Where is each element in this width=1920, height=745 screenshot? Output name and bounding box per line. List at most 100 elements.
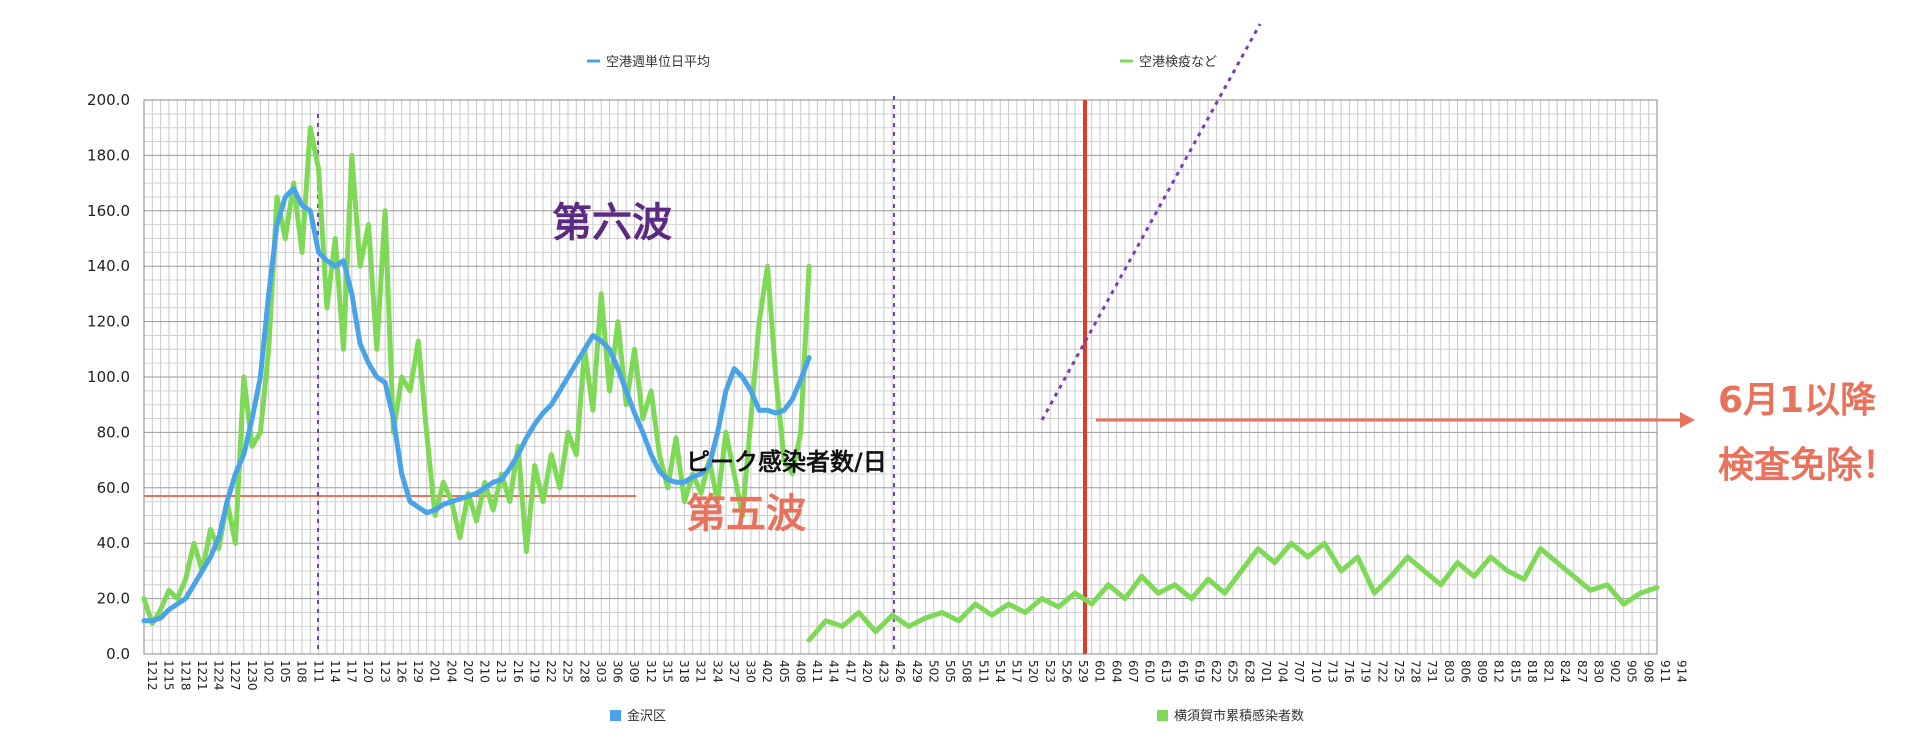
x-tick-label: 321 [694, 660, 708, 683]
legend-bottom-green-label: 横須賀市累積感染者数 [1174, 708, 1304, 724]
x-tick-label: 704 [1276, 660, 1290, 683]
x-tick-label: 511 [976, 660, 990, 683]
legend-bottom-green-swatch [1157, 710, 1168, 721]
x-tick-label: 722 [1375, 660, 1389, 683]
x-tick-label: 505 [943, 660, 957, 683]
y-tick-label: 0.0 [106, 645, 130, 663]
x-tick-label: 402 [760, 660, 774, 683]
y-tick-label: 20.0 [97, 590, 130, 608]
y-tick-label: 120.0 [87, 313, 130, 331]
x-tick-label: 423 [877, 660, 891, 683]
x-tick-label: 815 [1508, 660, 1522, 683]
x-tick-label: 228 [577, 660, 591, 683]
legend-top-blue-label: 空港週単位日平均 [606, 54, 710, 70]
x-tick-label: 1218 [178, 660, 192, 691]
x-tick-label: 102 [261, 660, 275, 683]
series-line-airport-quarantine-after-0601 [806, 540, 1660, 643]
x-tick-label: 420 [860, 660, 874, 683]
x-tick-label: 1230 [245, 660, 259, 691]
x-tick-label: 610 [1143, 660, 1157, 683]
x-tick-label: 204 [444, 660, 458, 683]
peak-label: ピーク感染者数/日 [686, 448, 887, 476]
sixth-wave-label: 第六波 [552, 200, 672, 246]
x-tick-label: 905 [1625, 660, 1639, 683]
x-tick-label: 821 [1542, 660, 1556, 683]
x-tick-label: 201 [428, 660, 442, 683]
x-tick-label: 803 [1442, 660, 1456, 683]
x-tick-label: 123 [378, 660, 392, 683]
x-tick-label: 830 [1591, 660, 1605, 683]
x-tick-label: 604 [1109, 660, 1123, 683]
trend-projection-line [1040, 23, 1262, 421]
series-line-airport-quarantine [141, 125, 812, 626]
x-tick-label: 520 [1026, 660, 1040, 683]
x-tick-label: 824 [1558, 660, 1572, 683]
y-tick-label: 60.0 [97, 479, 130, 497]
x-tick-label: 812 [1492, 660, 1506, 683]
x-tick-label: 306 [611, 660, 625, 683]
x-tick-label: 114 [328, 660, 342, 683]
x-tick-label: 1212 [145, 660, 159, 691]
side-label-line1: 6月1以降 [1718, 380, 1876, 421]
x-tick-label: 514 [993, 660, 1007, 683]
x-tick-label: 111 [311, 660, 325, 683]
x-tick-label: 117 [345, 660, 359, 683]
x-tick-label: 426 [893, 660, 907, 683]
y-tick-label: 80.0 [97, 423, 130, 441]
plot-frame [143, 99, 1658, 655]
x-tick-label: 414 [827, 660, 841, 683]
x-tick-label: 601 [1093, 660, 1107, 683]
x-tick-label: 625 [1226, 660, 1240, 683]
x-tick-label: 222 [544, 660, 558, 683]
x-tick-label: 619 [1192, 660, 1206, 683]
legend-top-green-label: 空港検疫など [1139, 54, 1217, 70]
x-tick-label: 526 [1059, 660, 1073, 683]
x-tick-label: 210 [478, 660, 492, 683]
x-tick-label: 108 [295, 660, 309, 683]
x-tick-label: 613 [1159, 660, 1173, 683]
x-tick-label: 1221 [195, 660, 209, 691]
x-tick-label: 126 [394, 660, 408, 683]
y-tick-label: 140.0 [87, 257, 130, 275]
x-axis-ticks: 1212 1215 1218 1221 1224 1227 1230 102 105 108 111… [145, 660, 1689, 691]
x-tick-label: 523 [1043, 660, 1057, 683]
x-tick-label: 303 [594, 660, 608, 683]
x-tick-label: 707 [1292, 660, 1306, 683]
series-blue-group [141, 186, 812, 624]
x-tick-label: 1224 [212, 660, 226, 691]
y-tick-label: 40.0 [97, 534, 130, 552]
x-tick-label: 725 [1392, 660, 1406, 683]
x-tick-label: 902 [1608, 660, 1622, 683]
x-tick-label: 616 [1176, 660, 1190, 683]
series-line-weekly-average [141, 186, 812, 624]
x-tick-label: 908 [1641, 660, 1655, 683]
x-tick-label: 318 [677, 660, 691, 683]
x-tick-label: 330 [744, 660, 758, 683]
x-tick-label: 628 [1242, 660, 1256, 683]
x-tick-label: 622 [1209, 660, 1223, 683]
fifth-wave-label: 第五波 [686, 491, 806, 537]
x-tick-label: 713 [1325, 660, 1339, 683]
x-tick-label: 701 [1259, 660, 1273, 683]
x-tick-label: 405 [777, 660, 791, 683]
x-tick-label: 607 [1126, 660, 1140, 683]
x-tick-label: 129 [411, 660, 425, 683]
x-tick-label: 710 [1309, 660, 1323, 683]
x-tick-label: 517 [1010, 660, 1024, 683]
x-tick-label: 225 [561, 660, 575, 683]
x-tick-label: 529 [1076, 660, 1090, 683]
x-tick-label: 417 [843, 660, 857, 683]
y-tick-label: 100.0 [87, 368, 130, 386]
x-tick-label: 213 [494, 660, 508, 683]
x-tick-label: 731 [1425, 660, 1439, 683]
x-tick-label: 914 [1675, 660, 1689, 683]
x-tick-label: 408 [793, 660, 807, 683]
x-tick-label: 219 [527, 660, 541, 683]
x-tick-label: 716 [1342, 660, 1356, 683]
x-tick-label: 120 [361, 660, 375, 683]
x-tick-label: 806 [1458, 660, 1472, 683]
x-tick-label: 312 [644, 660, 658, 683]
x-tick-label: 105 [278, 660, 292, 683]
x-tick-label: 324 [710, 660, 724, 683]
x-tick-label: 429 [910, 660, 924, 683]
